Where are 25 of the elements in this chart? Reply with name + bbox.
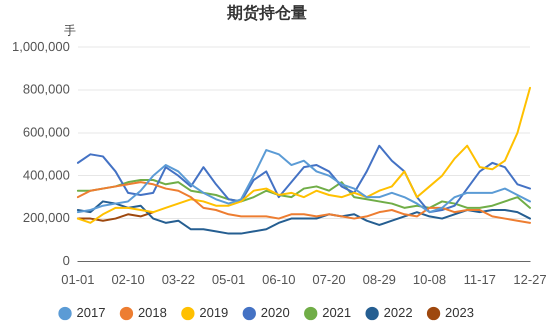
x-tick-label: 06-10 xyxy=(262,272,296,287)
y-axis-title: 手 xyxy=(64,24,76,38)
x-tick-label: 05-01 xyxy=(212,272,246,287)
legend-label: 2018 xyxy=(138,305,167,320)
y-tick-label: 400,000 xyxy=(22,167,70,182)
y-tick-label: 600,000 xyxy=(22,124,70,140)
legend-label: 2021 xyxy=(322,305,352,320)
y-tick-label: 800,000 xyxy=(22,82,70,97)
x-tick-label: 12-27 xyxy=(513,272,547,287)
y-tick-label: 200,000 xyxy=(22,210,70,226)
x-tick-label: 03-22 xyxy=(162,272,195,287)
x-tick-label: 07-20 xyxy=(312,272,346,287)
legend-label: 2022 xyxy=(384,305,413,320)
x-tick-label: 11-17 xyxy=(464,272,496,287)
x-tick-label: 02-10 xyxy=(111,272,145,287)
y-tick-label: 1,000,000 xyxy=(12,38,70,54)
legend-label: 2019 xyxy=(199,305,228,320)
chart-title: 期货持仓量 xyxy=(226,4,307,22)
legend-label: 2017 xyxy=(76,305,106,320)
x-tick-label: 08-29 xyxy=(362,272,396,287)
legend-label: 2023 xyxy=(445,305,474,320)
x-tick-label: 01-01 xyxy=(61,272,94,287)
legend-label: 2020 xyxy=(260,305,290,320)
x-tick-label: 10-08 xyxy=(412,272,446,287)
y-tick-label: 0 xyxy=(62,252,70,268)
